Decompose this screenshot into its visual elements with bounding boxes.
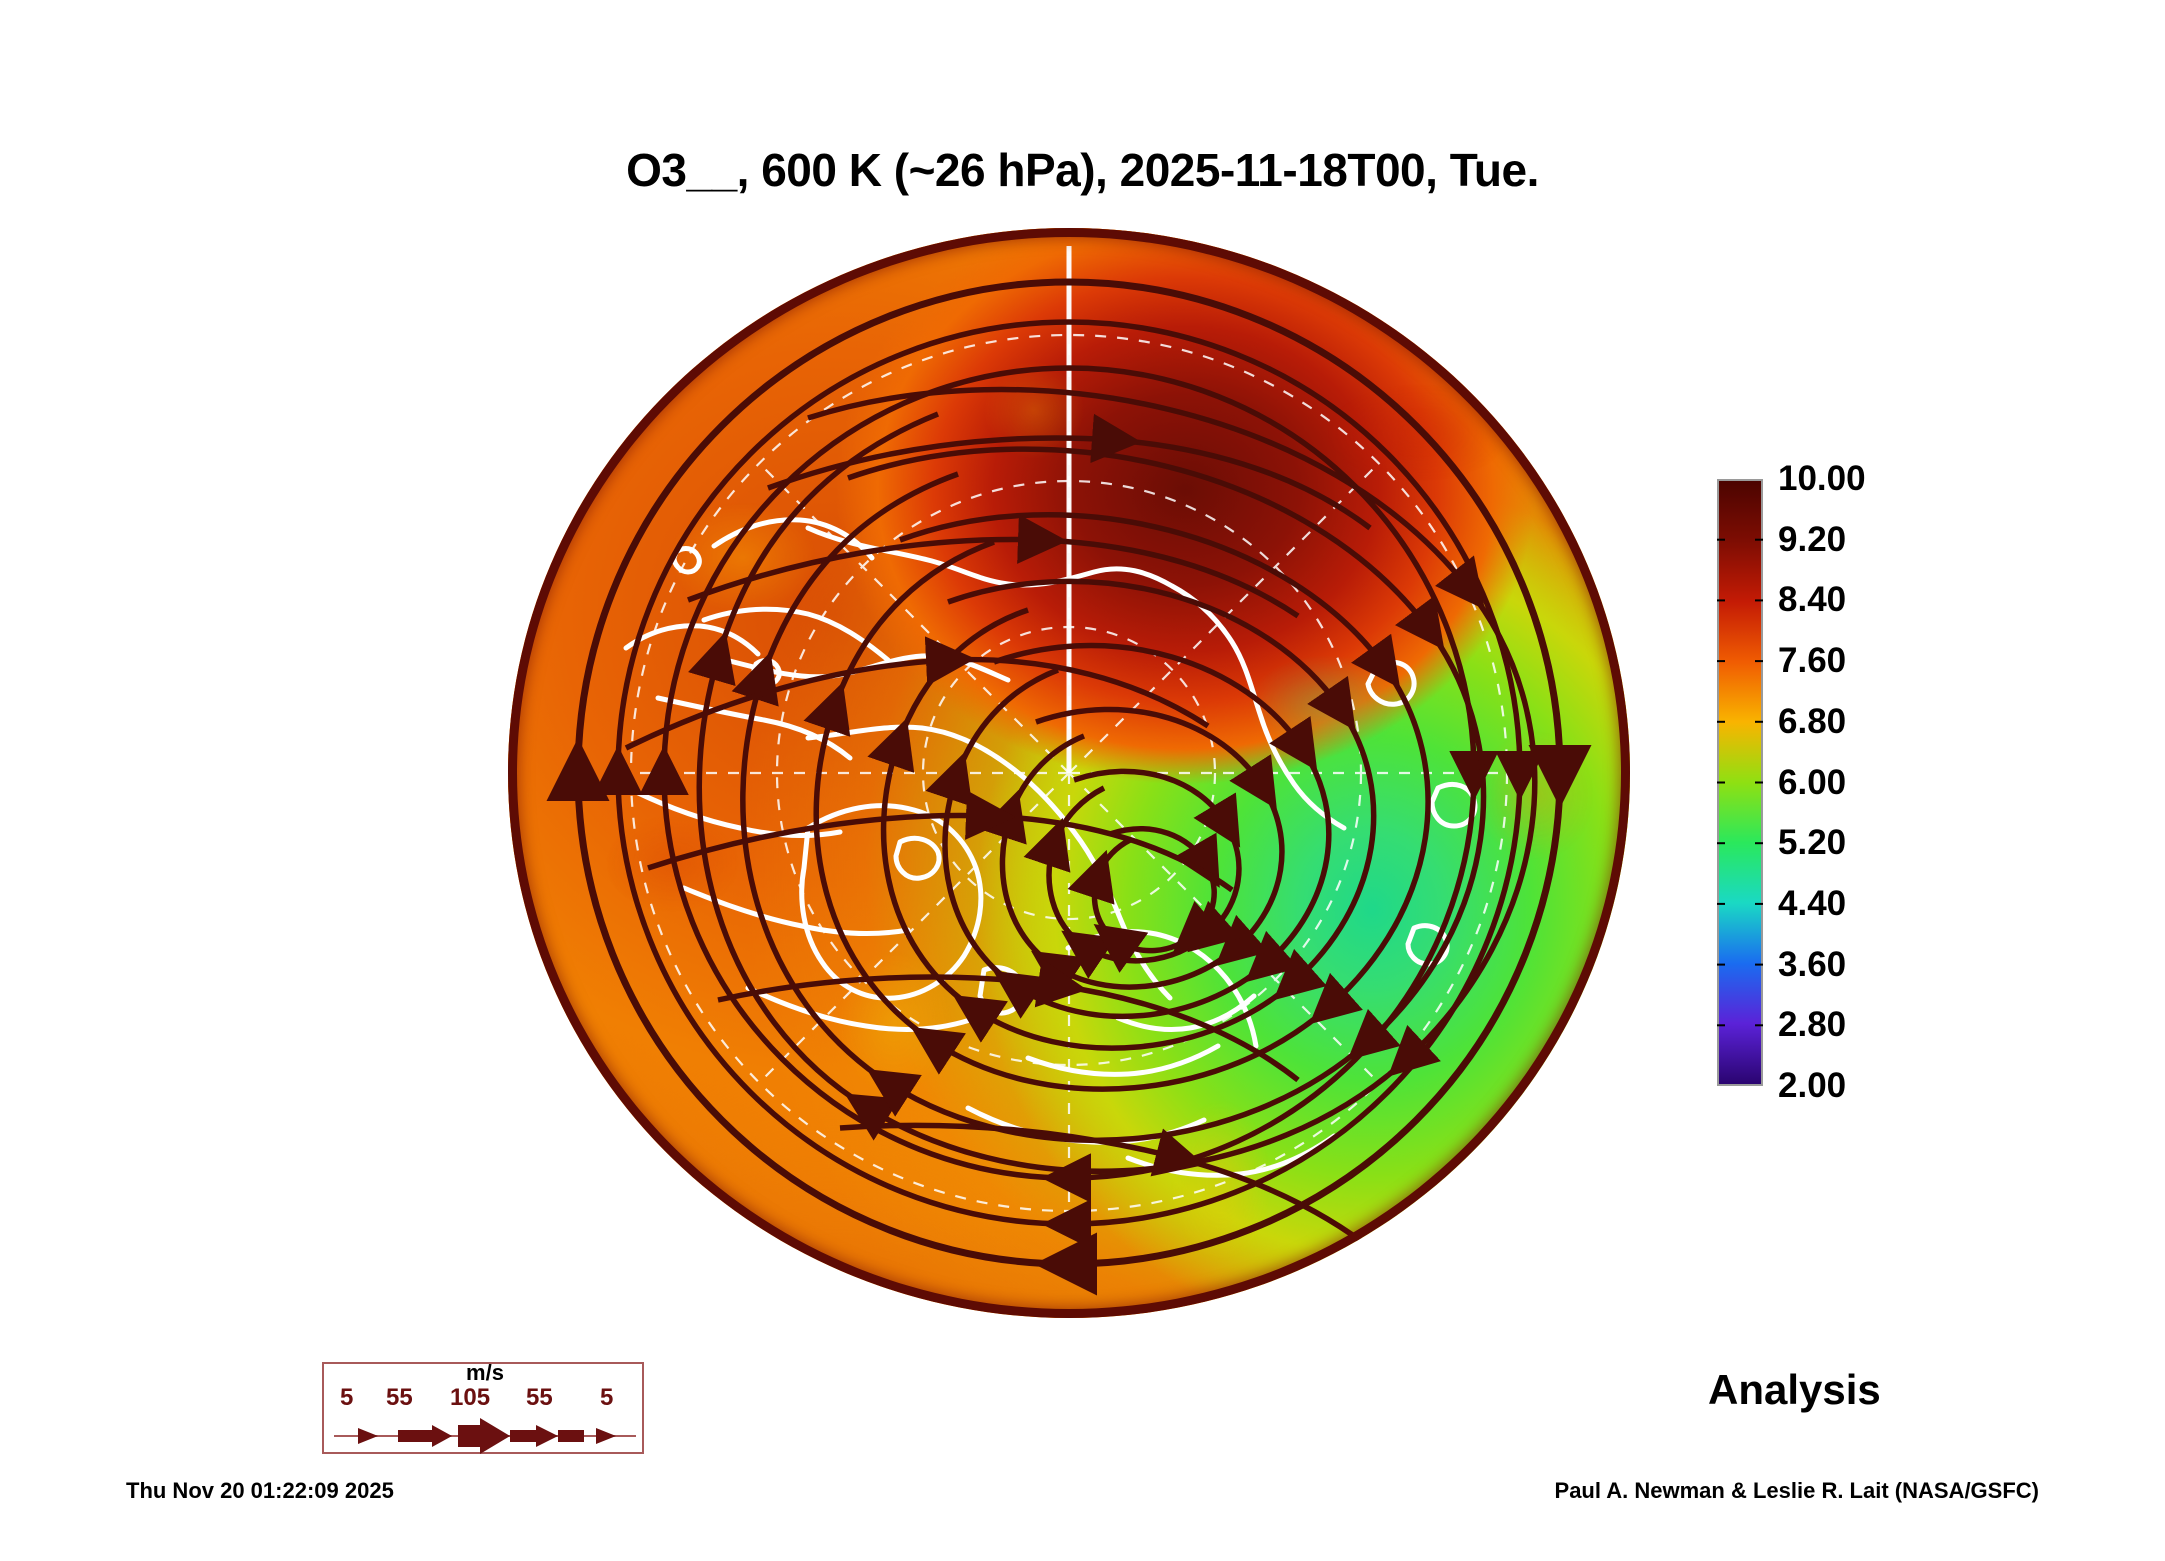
map-disk[interactable] [508, 228, 1630, 1318]
colorbar-label-7: 4.40 [1778, 883, 1847, 923]
colorbar-label-8: 3.60 [1778, 944, 1847, 984]
colorbar-label-10: 2.00 [1778, 1066, 1847, 1105]
colorbar-label-5: 6.00 [1778, 762, 1847, 802]
credit-label: Paul A. Newman & Leslie R. Lait (NASA/GS… [1554, 1478, 2039, 1503]
timestamp-label: Thu Nov 20 01:22:09 2025 [126, 1478, 394, 1503]
colorbar-label-3: 7.60 [1778, 641, 1847, 681]
colorbar-label-4: 6.80 [1778, 701, 1847, 741]
wind-label-4: 5 [600, 1384, 614, 1411]
colorbar-label-6: 5.20 [1778, 823, 1847, 863]
wind-speed-legend: m/s 5 55 105 55 5 [322, 1360, 644, 1454]
wind-label-0: 5 [340, 1384, 354, 1411]
colorbar-label-9: 2.80 [1778, 1005, 1847, 1045]
colorbar-ticks [1717, 538, 1763, 1027]
analysis-label: Analysis [1708, 1366, 1881, 1413]
wind-legend-arrows [334, 1418, 636, 1454]
wind-streamline-overlay [546, 278, 1592, 1296]
polar-map-panel[interactable] [508, 228, 1630, 1318]
wind-label-2: 105 [450, 1384, 491, 1411]
wind-legend-units: m/s [466, 1360, 504, 1385]
page-title: O3__, 600 K (~26 hPa), 2025-11-18T00, Tu… [626, 144, 1539, 196]
colorbar-label-2: 8.40 [1778, 580, 1847, 620]
colorbar-label-1: 9.20 [1778, 519, 1847, 559]
wind-label-1: 55 [386, 1384, 413, 1411]
colorbar-label-0: 10.00 [1778, 459, 1866, 498]
wind-label-3: 55 [526, 1384, 553, 1411]
